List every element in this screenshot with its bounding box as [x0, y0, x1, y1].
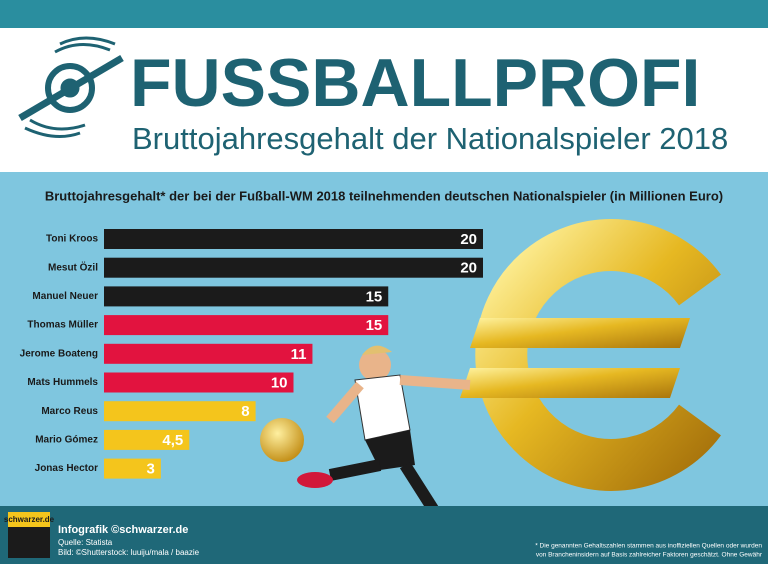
value-label: 20	[460, 260, 477, 277]
category-label: Manuel Neuer	[32, 291, 98, 302]
bar-chart: Toni Kroos 20 Mesut Özil 20 Manuel Neuer 15 Th…	[20, 229, 483, 479]
footer-note: von Brancheninsidern auf Basis zahlreich…	[536, 552, 763, 559]
category-label: Thomas Müller	[27, 320, 98, 331]
value-label: 10	[271, 374, 288, 391]
bar	[104, 286, 389, 307]
category-label: Mario Gómez	[35, 435, 98, 446]
bar	[104, 401, 256, 422]
category-label: Jonas Hector	[35, 463, 98, 474]
bar	[104, 458, 161, 479]
value-label: 20	[460, 231, 477, 248]
logo	[18, 36, 124, 139]
header-bg	[0, 28, 768, 172]
footer-credit: Infografik ©schwarzer.de	[58, 524, 188, 536]
value-label: 4,5	[162, 432, 183, 449]
bar	[104, 315, 389, 336]
bar	[104, 257, 483, 278]
value-label: 3	[147, 461, 155, 478]
footer-image-credit: Bild: ©Shutterstock: luuiju/mala / baazi…	[58, 548, 200, 557]
header-title: FUSSBALLPROFI	[130, 45, 700, 121]
category-label: Toni Kroos	[46, 234, 98, 245]
value-label: 11	[291, 346, 307, 363]
player-illustration	[260, 345, 471, 551]
category-label: Marco Reus	[41, 406, 98, 417]
footer-source: Quelle: Statista	[58, 538, 113, 547]
value-label: 15	[366, 317, 383, 334]
footer-logo-band	[8, 527, 50, 558]
value-label: 8	[241, 403, 249, 420]
footer-bg	[0, 506, 768, 564]
category-label: Mats Hummels	[27, 377, 98, 388]
footer-logo: schwarzer.de	[4, 515, 55, 524]
header-subtitle: Bruttojahresgehalt der Nationalspieler 2…	[132, 121, 728, 156]
bar	[104, 229, 483, 249]
footer-note: * Die genannten Gehaltszahlen stammen au…	[535, 543, 762, 550]
bar	[104, 429, 190, 450]
top-strip	[0, 0, 768, 28]
category-label: Mesut Özil	[48, 260, 98, 273]
euro-illustration	[460, 219, 721, 491]
category-label: Jerome Boateng	[20, 348, 98, 359]
chart-title: Bruttojahresgehalt* der bei der Fußball-…	[45, 188, 723, 203]
bar	[104, 343, 313, 364]
value-label: 15	[366, 288, 383, 305]
bar	[104, 372, 294, 393]
